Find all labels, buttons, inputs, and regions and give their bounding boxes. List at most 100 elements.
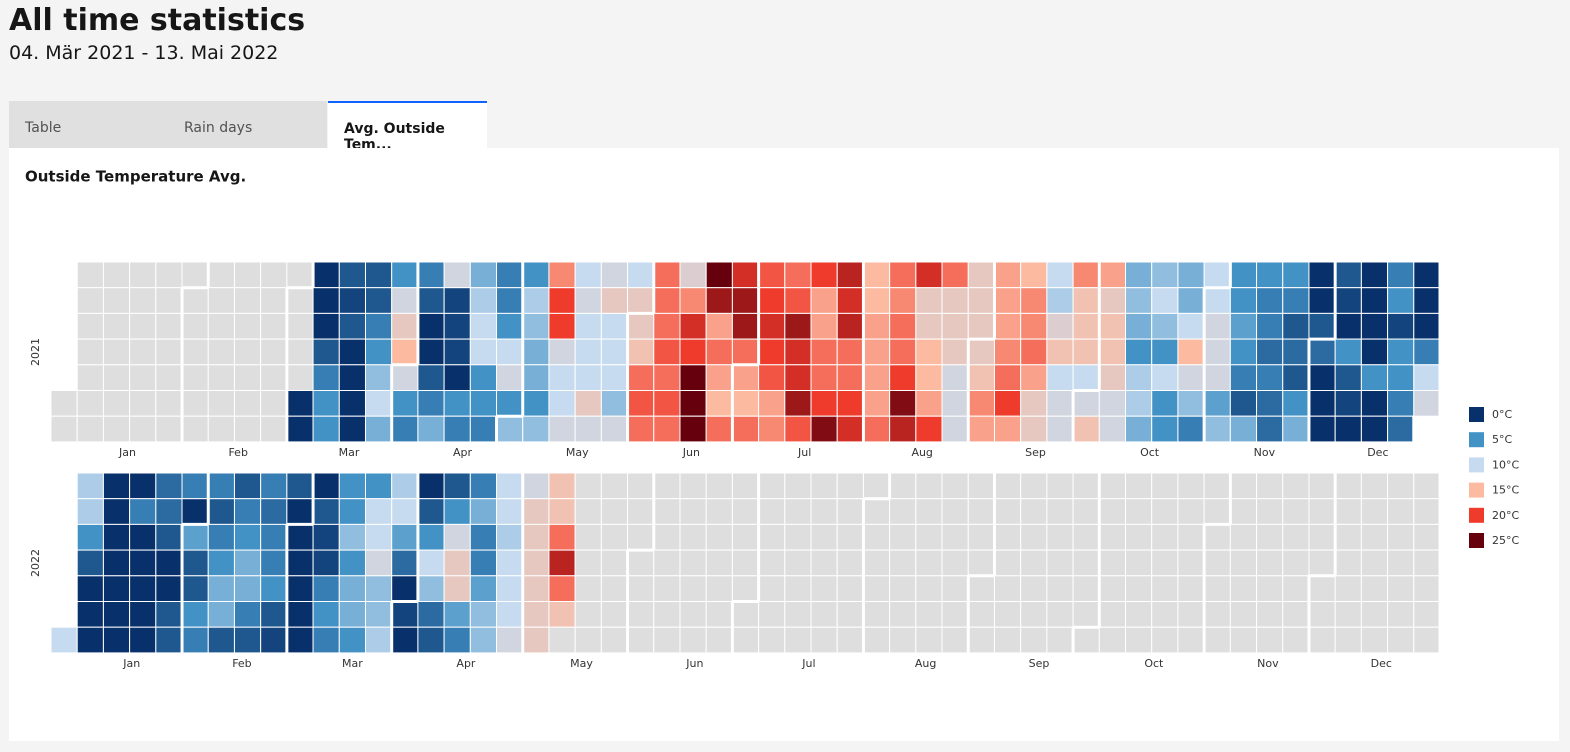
day-cell: [810, 472, 838, 500]
day-cell: [967, 575, 995, 602]
day-cell: [758, 549, 786, 577]
day-cell: [1151, 287, 1179, 314]
day-cell: [1413, 261, 1441, 289]
day-cell: [731, 415, 760, 443]
day-cell: [181, 415, 209, 443]
day-cell: [889, 549, 917, 577]
day-cell: [1282, 575, 1310, 602]
day-cell: [915, 261, 943, 289]
day-cell: [1308, 626, 1336, 654]
day-cell: [338, 575, 366, 602]
day-cell: [967, 390, 995, 417]
tab[interactable]: Table: [9, 101, 168, 148]
day-cell: [207, 287, 235, 314]
day-cell: [102, 472, 131, 500]
day-cell: [1098, 390, 1127, 417]
day-cell: [1020, 523, 1048, 551]
day-cell: [967, 364, 995, 391]
day-cell: [1151, 498, 1179, 525]
day-cell: [1282, 390, 1310, 417]
day-cell: [1125, 626, 1153, 654]
day-cell: [1020, 498, 1048, 525]
day-cell: [260, 472, 288, 500]
day-cell: [1203, 601, 1231, 628]
day-cell: [1151, 523, 1179, 551]
day-cell: [181, 287, 209, 314]
day-cell: [260, 601, 288, 628]
day-cell: [1072, 498, 1100, 525]
day-cell: [1334, 498, 1362, 525]
day-cell: [1308, 549, 1336, 577]
day-cell: [758, 415, 786, 443]
day-cell: [155, 472, 183, 500]
day-cell: [627, 523, 655, 551]
month-label: Jan: [122, 657, 140, 670]
day-cell: [784, 338, 812, 366]
month-label: Oct: [1140, 446, 1160, 459]
day-cell: [836, 498, 864, 525]
day-cell: [784, 364, 812, 391]
day-cell: [784, 415, 812, 443]
day-cell: [1151, 626, 1179, 654]
day-cell: [627, 287, 655, 314]
day-cell: [731, 261, 760, 289]
day-cell: [862, 575, 891, 602]
day-cell: [1256, 498, 1284, 525]
day-cell: [1072, 287, 1100, 314]
day-cell: [469, 472, 498, 500]
legend-swatch: [1469, 507, 1484, 523]
day-cell: [758, 575, 786, 602]
day-cell: [1282, 498, 1310, 525]
day-cell: [1046, 498, 1074, 525]
day-cell: [1098, 261, 1127, 289]
day-cell: [1308, 575, 1336, 602]
day-cell: [286, 390, 314, 417]
day-cell: [1151, 312, 1179, 340]
day-cell: [155, 312, 183, 340]
day-cell: [1282, 364, 1310, 391]
day-cell: [260, 415, 288, 443]
day-cell: [496, 390, 524, 417]
day-cell: [836, 312, 864, 340]
day-cell: [1360, 338, 1389, 366]
day-cell: [260, 312, 288, 340]
day-cell: [1282, 261, 1310, 289]
day-cell: [1360, 549, 1389, 577]
day-cell: [1177, 261, 1205, 289]
day-cell: [286, 415, 314, 443]
day-cell: [391, 390, 419, 417]
day-cell: [941, 523, 969, 551]
day-cell: [967, 338, 995, 366]
day-cell: [129, 338, 157, 366]
day-cell: [1125, 472, 1153, 500]
day-cell: [233, 626, 262, 654]
day-cell: [574, 390, 602, 417]
day-cell: [469, 364, 498, 391]
legend-label: 5°C: [1492, 433, 1512, 446]
day-cell: [627, 338, 655, 366]
day-cell: [496, 601, 524, 628]
day-cell: [391, 287, 419, 314]
day-cell: [1413, 472, 1441, 500]
day-cell: [889, 498, 917, 525]
day-cell: [391, 523, 419, 551]
day-cell: [338, 472, 366, 500]
day-cell: [1308, 523, 1336, 551]
day-cell: [941, 415, 969, 443]
day-cell: [443, 312, 471, 340]
day-cell: [1020, 549, 1048, 577]
day-cell: [1020, 390, 1048, 417]
page-title: All time statistics: [9, 3, 306, 38]
day-cell: [810, 498, 838, 525]
day-cell: [1020, 338, 1048, 366]
day-cell: [1308, 338, 1336, 366]
day-cell: [76, 312, 104, 340]
day-cell: [1229, 575, 1258, 602]
day-cell: [862, 626, 891, 654]
tab[interactable]: Rain days: [168, 101, 327, 148]
day-cell: [260, 338, 288, 366]
day-cell: [758, 498, 786, 525]
day-cell: [522, 261, 550, 289]
day-cell: [1387, 390, 1415, 417]
